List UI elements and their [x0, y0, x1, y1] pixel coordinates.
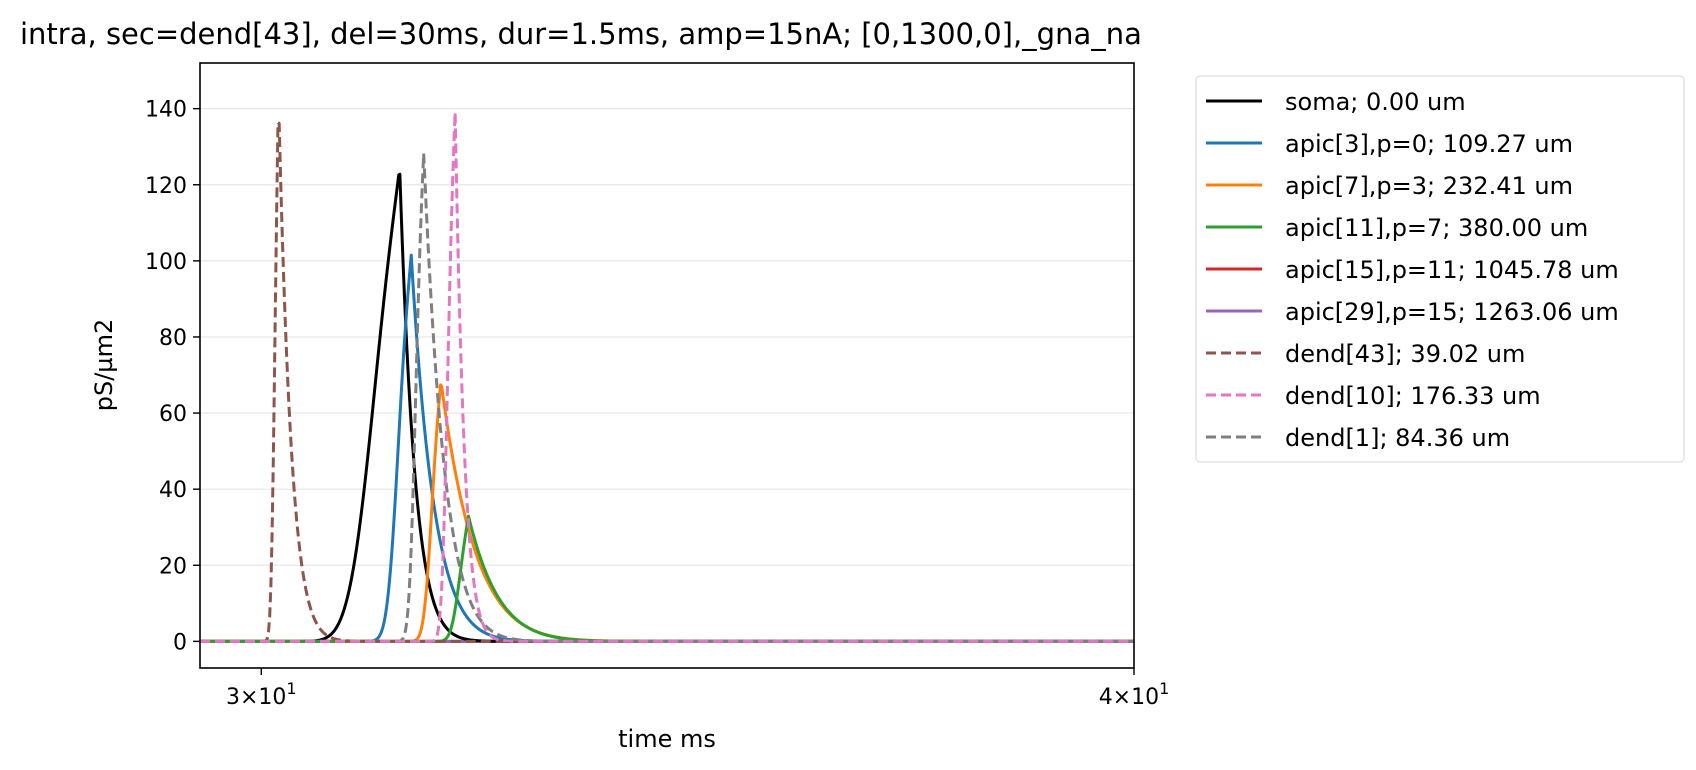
y-axis-ticks: 0 20 40 60 80 100 120 140 [145, 98, 200, 655]
series-line [199, 253, 1135, 643]
legend-label: dend[43]; 39.02 um [1285, 340, 1525, 368]
y-tick-label: 100 [145, 250, 187, 275]
y-tick-label: 0 [173, 630, 187, 655]
legend-label: soma; 0.00 um [1285, 88, 1466, 116]
legend-frame [1195, 75, 1685, 463]
y-tick-label: 80 [159, 326, 187, 351]
y-tick-label: 20 [159, 554, 187, 579]
legend-label: apic[11],p=7; 380.00 um [1285, 214, 1588, 242]
series-line [199, 383, 1135, 643]
legend: soma; 0.00 um apic[3],p=0; 109.27 um apic[… [1195, 75, 1685, 463]
legend-label: apic[15],p=11; 1045.78 um [1285, 256, 1619, 284]
y-tick-label: 40 [159, 478, 187, 503]
series-line [199, 172, 1135, 643]
plot-series [199, 110, 1135, 643]
x-axis-label: time ms [618, 725, 716, 753]
legend-label: apic[3],p=0; 109.27 um [1285, 130, 1573, 158]
series-line [199, 151, 1135, 643]
x-axis-ticks: 3×101 4×101 [226, 668, 1169, 710]
chart-title: intra, sec=dend[43], del=30ms, dur=1.5ms… [20, 17, 1142, 51]
grid [200, 108, 1134, 642]
y-axis-label: pS/µm2 [90, 319, 118, 411]
series-line [199, 120, 1135, 643]
legend-label: apic[29],p=15; 1263.06 um [1285, 298, 1619, 326]
x-tick-label: 3×101 [226, 679, 297, 710]
y-tick-label: 140 [145, 98, 187, 123]
plot-frame [199, 62, 1135, 669]
legend-label: dend[1]; 84.36 um [1285, 424, 1510, 452]
y-tick-label: 60 [159, 402, 187, 427]
y-tick-label: 120 [145, 174, 187, 199]
legend-label: apic[7],p=3; 232.41 um [1285, 172, 1573, 200]
x-tick-label: 4×101 [1099, 679, 1170, 710]
series-line [199, 110, 1135, 643]
legend-label: dend[10]; 176.33 um [1285, 382, 1541, 410]
